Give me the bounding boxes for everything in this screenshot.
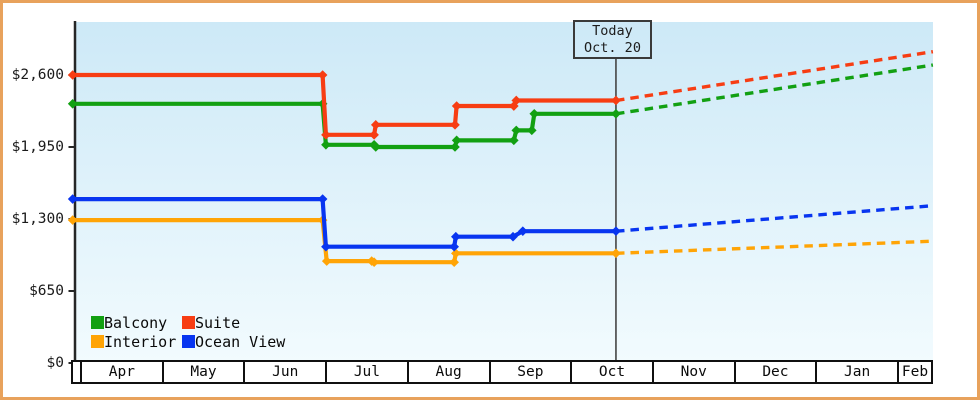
data-point-marker xyxy=(321,241,331,252)
data-point-marker xyxy=(529,108,540,119)
legend-label: Interior xyxy=(104,332,177,351)
y-axis-label: $1,950 xyxy=(11,139,64,155)
data-point-marker xyxy=(451,231,461,242)
today-annotation-box: Today Oct. 20 xyxy=(573,20,652,59)
chart-legend: Balcony Suite Interior Ocean View xyxy=(91,314,285,350)
month-cell-dec: Dec xyxy=(733,362,816,382)
forecast-line-suite xyxy=(615,50,934,103)
data-point-marker xyxy=(508,231,518,242)
x-axis-month-row: Apr May Jun Jul Aug Sep Oct Nov Dec Jan Feb xyxy=(71,360,933,384)
data-point-marker xyxy=(369,257,379,267)
month-cell-jan: Jan xyxy=(815,362,897,382)
month-cell-may: May xyxy=(161,362,244,382)
legend-label: Suite xyxy=(195,313,241,332)
month-cell-nov: Nov xyxy=(651,362,734,382)
month-cell-apr: Apr xyxy=(80,362,162,382)
data-point-marker xyxy=(449,257,459,267)
legend-swatch-icon xyxy=(182,335,195,348)
data-point-marker xyxy=(67,70,78,80)
y-axis-label: $2,600 xyxy=(11,67,64,83)
legend-swatch-icon xyxy=(91,335,104,348)
data-point-marker xyxy=(321,130,331,140)
data-point-marker xyxy=(67,194,78,204)
forecast-line-ocean-view xyxy=(615,204,934,233)
data-point-marker xyxy=(369,130,379,140)
legend-swatch-icon xyxy=(182,316,195,329)
data-point-marker xyxy=(611,108,621,119)
y-axis-label: $0 xyxy=(46,355,64,371)
data-point-marker xyxy=(527,125,537,136)
y-axis-label: $650 xyxy=(29,283,64,299)
month-cell-jun: Jun xyxy=(243,362,325,382)
data-point-marker xyxy=(511,95,522,106)
month-cell-feb: Feb xyxy=(897,362,931,382)
data-point-marker xyxy=(450,120,460,130)
data-point-marker xyxy=(321,139,331,150)
y-axis-labels: $0 $650 $1,300 $1,950 $2,600 xyxy=(3,3,67,397)
data-point-marker xyxy=(67,99,78,109)
y-axis-label: $1,300 xyxy=(11,211,64,227)
data-point-marker xyxy=(511,125,522,136)
legend-label: Balcony xyxy=(104,313,168,332)
month-cell-sep: Sep xyxy=(488,362,571,382)
data-point-marker xyxy=(451,248,461,259)
data-point-marker xyxy=(451,101,462,111)
data-point-marker xyxy=(611,226,621,236)
data-point-marker xyxy=(518,226,528,236)
data-point-marker xyxy=(611,248,621,259)
data-point-marker xyxy=(451,135,462,146)
month-cell-oct: Oct xyxy=(570,362,652,382)
data-point-marker xyxy=(317,70,328,80)
data-point-marker xyxy=(449,241,459,252)
data-point-marker xyxy=(450,142,460,152)
legend-label: Ocean View xyxy=(195,332,286,351)
legend-item-suite: Suite xyxy=(182,314,285,331)
forecast-line-balcony xyxy=(615,63,934,116)
data-point-marker xyxy=(370,120,381,130)
legend-item-balcony: Balcony xyxy=(91,314,182,331)
forecast-line-interior xyxy=(615,239,933,255)
data-point-marker xyxy=(370,142,381,152)
month-cell-aug: Aug xyxy=(406,362,489,382)
plot-background xyxy=(76,22,933,363)
today-date-label: Oct. 20 xyxy=(584,39,641,56)
data-point-marker xyxy=(317,194,328,204)
legend-item-interior: Interior xyxy=(91,333,182,350)
today-label: Today xyxy=(592,22,633,39)
legend-swatch-icon xyxy=(91,316,104,329)
legend-item-ocean-view: Ocean View xyxy=(182,333,285,350)
month-cell-jul: Jul xyxy=(325,362,407,382)
data-point-marker xyxy=(611,95,621,106)
chart-plot xyxy=(67,21,934,364)
data-point-marker xyxy=(67,215,78,225)
data-point-marker xyxy=(321,256,332,266)
data-point-marker xyxy=(509,135,519,146)
